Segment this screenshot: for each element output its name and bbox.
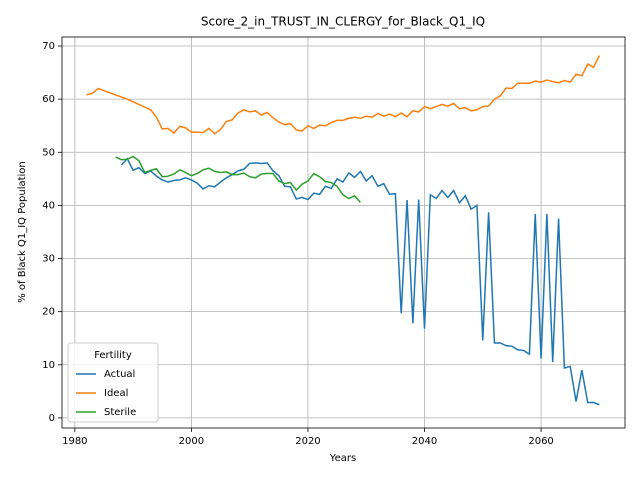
y-tick-label: 30 [42,254,55,265]
y-tick-label: 70 [42,41,55,52]
y-axis-label: % of Black Q1_IQ Population [17,161,28,303]
y-tick-label: 0 [49,413,55,424]
x-tick-label: 2020 [295,436,320,447]
plot-frame [61,36,626,429]
legend: Fertility Actual Ideal Sterile [67,342,159,423]
y-tick-label: 50 [42,147,55,158]
y-tick-label: 20 [42,307,55,318]
legend-label: Sterile [104,407,136,418]
legend-box [67,342,159,423]
y-tick-label: 60 [42,94,55,105]
legend-title: Fertility [94,350,132,361]
legend-label: Actual [104,369,135,380]
x-tick-label: 2060 [528,436,553,447]
line-series [120,157,600,406]
y-tick-label: 10 [42,360,55,371]
line-series [86,55,601,135]
line-series [115,155,361,203]
x-tick-label: 2040 [412,436,437,447]
chart-title: Score_2_in_TRUST_IN_CLERGY_for_Black_Q1_… [201,15,485,29]
y-tick-label: 40 [42,200,55,211]
x-tick-label: 1980 [62,436,87,447]
x-tick-label: 2000 [179,436,204,447]
x-axis-label: Years [329,453,356,464]
legend-label: Ideal [104,388,128,399]
